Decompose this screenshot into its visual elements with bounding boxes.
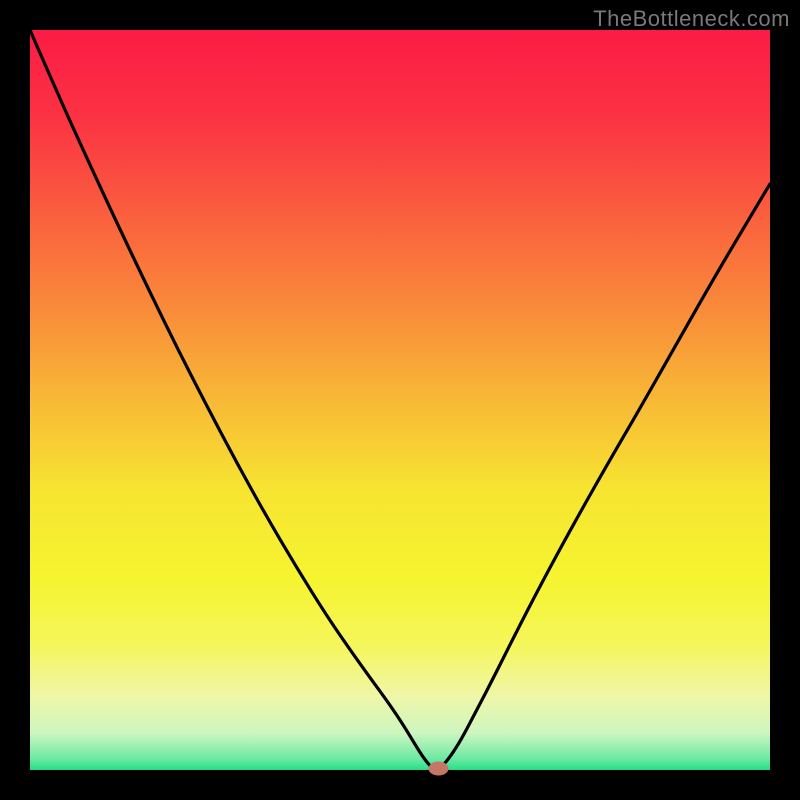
- plot-background: [30, 30, 770, 770]
- optimal-point-marker: [428, 762, 448, 776]
- watermark-text: TheBottleneck.com: [593, 6, 790, 32]
- chart-canvas: TheBottleneck.com: [0, 0, 800, 800]
- chart-svg: [0, 0, 800, 800]
